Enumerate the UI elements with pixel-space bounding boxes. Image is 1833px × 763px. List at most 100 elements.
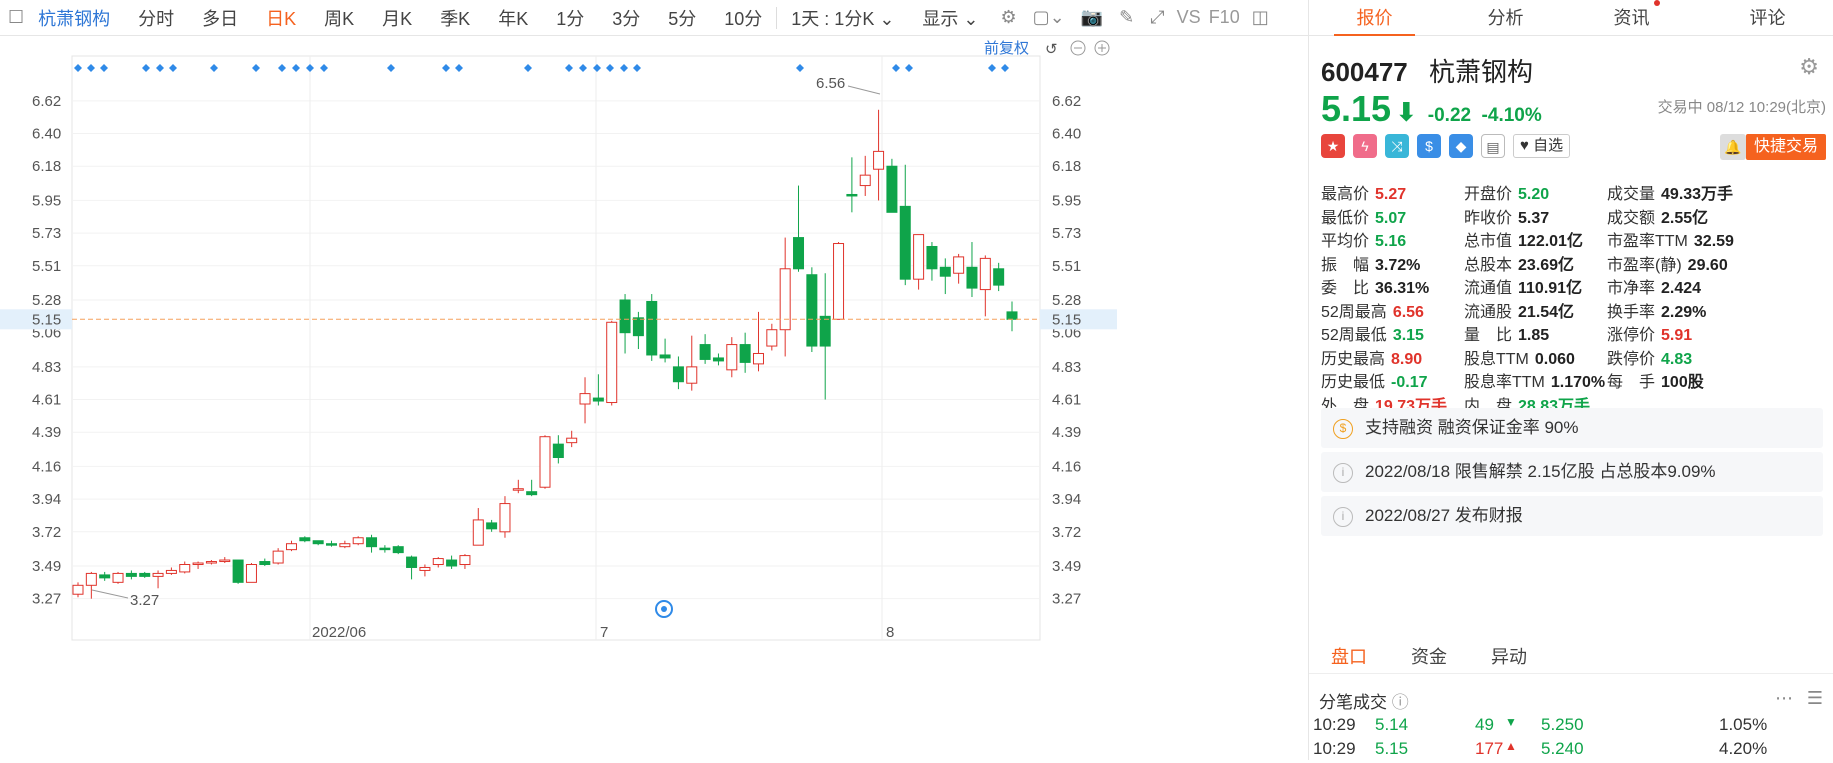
tick-list: 10:29 5.14 49 5.250 1.05% ▼ 10:29 5.15 177 5.240 4… — [1309, 715, 1833, 763]
stat-value: 49.33万手 — [1661, 186, 1734, 203]
quote-stats: 最高价 5.27 开盘价 5.20 成交量 49.33万手 最低价 5.07 昨收价 5.37 成交… — [1321, 180, 1831, 415]
panel-tab[interactable]: 报价 — [1309, 0, 1440, 36]
dollar-icon[interactable]: $ — [1417, 134, 1441, 158]
candle-body — [699, 344, 711, 360]
event-diamond-icon — [252, 64, 260, 72]
candle-body — [72, 584, 84, 595]
camera-icon[interactable]: 📷 — [1080, 7, 1104, 27]
candle-body — [766, 329, 778, 347]
candle-body — [859, 174, 871, 187]
stat-value: 5.37 — [1518, 209, 1550, 227]
event-diamond-icon — [892, 64, 900, 72]
stat-label: 平均价 — [1321, 233, 1370, 250]
period-tab[interactable]: 年K — [498, 8, 529, 29]
stat-cell: 历史最低 -0.17 — [1321, 368, 1464, 392]
y-tick-right: 4.83 — [1052, 359, 1081, 376]
period-tab[interactable]: 1分 — [556, 8, 585, 29]
plot-frame — [71, 55, 1041, 641]
quick-trade-button[interactable]: 快捷交易 — [1745, 134, 1826, 160]
unlock-card[interactable]: i 2022/08/18 限售解禁 2.15亿股 占总股本9.09% — [1321, 452, 1823, 492]
candle-body — [566, 437, 578, 444]
candle-body — [779, 268, 791, 331]
y-tick-right: 4.16 — [1052, 458, 1081, 475]
event-diamond-icon — [210, 64, 218, 72]
panel-tab[interactable]: 评论 — [1749, 8, 1786, 28]
period-tab[interactable]: 月K — [382, 8, 413, 29]
period-tab[interactable]: 周K — [324, 8, 355, 29]
margin-card[interactable]: $ 支持融资 融资保证金率 90% — [1321, 408, 1823, 448]
period-tab[interactable]: 季K — [440, 8, 471, 29]
dollar-circle-icon: $ — [1333, 418, 1353, 439]
detail-tab[interactable]: 资金 — [1411, 647, 1447, 667]
candle-body — [512, 488, 524, 491]
kline-chart[interactable]: 6.62 6.62 6.40 6.40 6.18 6.18 5.95 5.95 5.73 5.73… — [0, 36, 1308, 760]
flag-icon[interactable]: ★ — [1321, 134, 1345, 158]
candle-body — [632, 317, 644, 337]
detail-tab[interactable]: 盘口 — [1331, 647, 1367, 667]
candle-body — [432, 558, 444, 566]
bell-icon[interactable]: 🔔 — [1720, 134, 1746, 160]
candle-body — [739, 344, 751, 363]
current-price-left: 5.15 — [32, 311, 61, 328]
stat-value: 5.07 — [1375, 209, 1407, 227]
up-triangle-icon: ▲ — [1505, 739, 1517, 753]
adjust-button[interactable]: 前复权 — [984, 39, 1029, 57]
candle-body — [752, 352, 764, 365]
shuffle-icon[interactable]: ⤨ — [1385, 134, 1409, 158]
event-diamond-icon — [905, 64, 913, 72]
stock-name-link[interactable]: 杭萧钢构 — [38, 8, 111, 29]
y-tick-left: 6.18 — [32, 158, 61, 175]
watchlist-button[interactable]: ♥ 自选 — [1513, 134, 1571, 158]
stat-value: 5.16 — [1375, 233, 1407, 250]
y-tick-right: 6.40 — [1052, 126, 1081, 143]
price-change: -0.22 — [1427, 105, 1472, 126]
report-card[interactable]: i 2022/08/27 发布财报 — [1321, 496, 1823, 536]
event-diamond-icon — [292, 64, 300, 72]
display-menu[interactable]: 显示 ⌄ — [922, 8, 979, 29]
panel-tabs: 报价 分析 资讯 评论 — [1309, 0, 1833, 36]
period-tab[interactable]: 3分 — [612, 8, 641, 29]
shape-select-icon[interactable]: ▢⌄ — [1032, 7, 1065, 27]
fullscreen-icon[interactable]: ⤢ — [1150, 7, 1165, 27]
event-diamond-icon — [620, 64, 628, 72]
period-tab[interactable]: 10分 — [724, 8, 763, 29]
tick-time: 10:29 — [1313, 739, 1356, 758]
stat-label: 流通值 — [1464, 280, 1513, 297]
vs-button[interactable]: VS — [1176, 7, 1201, 27]
period-tab[interactable]: 分时 — [138, 8, 175, 29]
event-diamond-icon — [579, 64, 587, 72]
stat-value: 23.69亿 — [1518, 256, 1575, 274]
period-tab[interactable]: 日K — [266, 8, 297, 29]
period-tab[interactable]: 多日 — [202, 8, 239, 29]
panel-tab[interactable]: 分析 — [1487, 8, 1524, 28]
panel-tab[interactable]: 资讯 — [1571, 0, 1702, 35]
candle-body — [112, 572, 124, 583]
panel-toggle-icon[interactable]: ◫ — [1251, 7, 1269, 27]
y-tick-left: 3.72 — [32, 524, 61, 541]
y-tick-right: 3.94 — [1052, 491, 1081, 508]
gear-icon[interactable]: ⚙ — [1799, 54, 1819, 79]
settings-icon[interactable]: ⚙ — [1000, 7, 1017, 27]
period-tab[interactable]: 5分 — [668, 8, 697, 29]
more-icon[interactable]: ⋯ — [1775, 688, 1793, 708]
stat-cell: 股息率TTM 1.170% — [1464, 368, 1607, 392]
sidebar-toggle-icon[interactable]: ☐ — [8, 7, 25, 27]
list-icon[interactable]: ☰ — [1806, 688, 1823, 708]
stat-label: 振 幅 — [1321, 256, 1370, 274]
stat-label: 市盈率(静) — [1607, 256, 1682, 274]
event-diamond-icon — [988, 64, 996, 72]
pen-icon[interactable]: ✎ — [1119, 7, 1135, 27]
f10-button[interactable]: F10 — [1208, 7, 1240, 27]
stat-value: 32.59 — [1693, 233, 1734, 250]
stat-value: 6.56 — [1392, 303, 1424, 321]
tick-title: 分笔成交 ⓘ — [1319, 693, 1409, 712]
y-tick-right: 5.28 — [1052, 292, 1081, 309]
interval-select[interactable]: 1天 : 1分K ⌄ — [791, 8, 895, 29]
tag-icon[interactable]: ◆ — [1449, 134, 1473, 158]
detail-tab[interactable]: 异动 — [1491, 647, 1527, 667]
stat-value: 3.15 — [1392, 327, 1424, 344]
candle-body — [499, 503, 511, 533]
y-tick-left: 3.49 — [32, 558, 61, 575]
note-icon[interactable]: ▤ — [1481, 134, 1505, 158]
lightning-icon[interactable]: ϟ — [1353, 134, 1377, 158]
